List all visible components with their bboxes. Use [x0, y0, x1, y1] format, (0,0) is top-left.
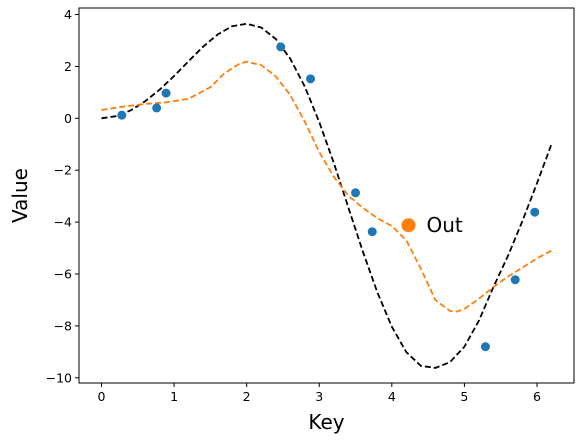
true-curve-line: [101, 22, 553, 369]
curves-layer: [101, 22, 553, 369]
y-tick-label: −8: [54, 318, 72, 333]
y-tick-label: −10: [46, 370, 72, 385]
data-point: [367, 227, 377, 237]
y-tick-label: −4: [54, 215, 72, 230]
y-tick-label: 4: [64, 7, 72, 22]
data-point: [480, 342, 490, 352]
x-axis-label: Key: [308, 410, 344, 434]
data-point: [161, 88, 171, 98]
outlier-label: Out: [427, 213, 463, 237]
y-axis-label: Value: [8, 168, 32, 223]
x-tick-label: 4: [388, 389, 396, 404]
y-tick-label: −2: [54, 163, 72, 178]
x-axis-ticks: 0 1 2 3 4 5 6: [98, 383, 541, 404]
data-point: [306, 74, 316, 84]
x-tick-label: 3: [315, 389, 323, 404]
data-point: [276, 42, 286, 52]
y-tick-label: 2: [64, 59, 72, 74]
x-tick-label: 5: [460, 389, 468, 404]
data-point: [510, 275, 520, 285]
data-point: [152, 103, 162, 113]
outlier-point: [401, 218, 416, 233]
points-layer: [117, 42, 540, 352]
fit-curve-line: [101, 60, 552, 313]
x-tick-label: 2: [243, 389, 251, 404]
x-tick-label: 0: [98, 389, 106, 404]
data-point: [530, 207, 540, 217]
y-tick-label: 0: [64, 111, 72, 126]
y-axis-ticks: 4 2 0 −2 −4 −6 −8 −10: [46, 7, 79, 385]
outlier-layer: Out: [401, 213, 463, 237]
plot-frame: [78, 7, 575, 384]
data-point: [351, 188, 361, 198]
y-tick-label: −6: [54, 267, 72, 282]
x-tick-label: 1: [170, 389, 178, 404]
x-tick-label: 6: [533, 389, 541, 404]
data-point: [117, 110, 127, 120]
